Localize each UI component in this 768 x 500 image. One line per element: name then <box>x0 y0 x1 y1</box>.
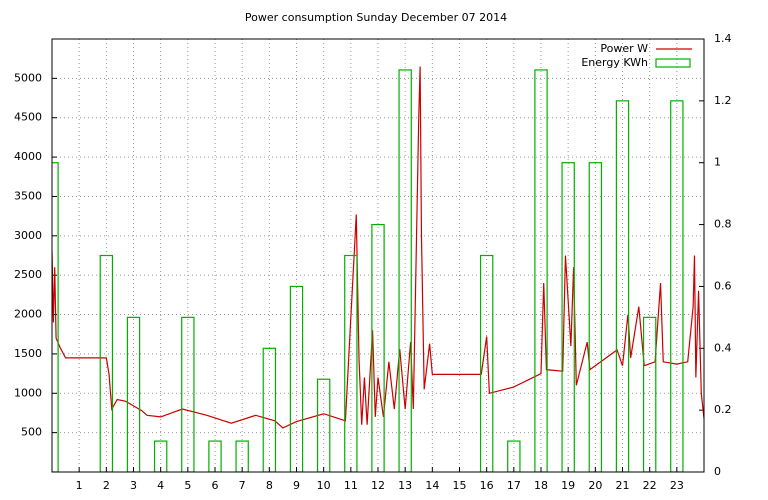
x-tick-label: 10 <box>317 479 331 492</box>
x-tick-label: 6 <box>212 479 219 492</box>
legend-swatch <box>655 58 691 68</box>
energy-bar <box>398 69 412 472</box>
x-tick-label: 12 <box>371 479 385 492</box>
y-tick-label: 3000 <box>14 229 42 242</box>
energy-bar <box>316 378 331 472</box>
x-tick-label: 13 <box>398 479 412 492</box>
energy-bar <box>153 440 168 472</box>
x-tick-label: 16 <box>480 479 494 492</box>
legend-label: Energy KWh <box>581 56 648 69</box>
x-tick-label: 14 <box>425 479 439 492</box>
energy-bar <box>670 100 684 472</box>
x-tick-label: 21 <box>616 479 630 492</box>
x-tick-label: 9 <box>293 479 300 492</box>
energy-bar <box>371 223 385 472</box>
x-tick-label: 8 <box>266 479 273 492</box>
x-tick-label: 20 <box>588 479 602 492</box>
y2-tick-label: 0.4 <box>714 341 732 354</box>
power-line <box>52 66 704 429</box>
x-tick-label: 22 <box>643 479 657 492</box>
x-tick-label: 19 <box>561 479 575 492</box>
y-tick-label: 4000 <box>14 150 42 163</box>
energy-bar <box>208 440 222 472</box>
x-tick-label: 4 <box>157 479 164 492</box>
y-tick-label: 500 <box>21 426 42 439</box>
chart-title: Power consumption Sunday December 07 201… <box>245 11 507 24</box>
energy-bar <box>344 254 358 472</box>
x-tick-label: 5 <box>184 479 191 492</box>
energy-bar <box>479 254 494 472</box>
energy-bar <box>642 316 657 472</box>
y-tick-label: 3500 <box>14 189 42 202</box>
energy-bar <box>235 440 249 472</box>
energy-bar <box>534 69 548 472</box>
y2-tick-label: 0.8 <box>714 218 732 231</box>
y-tick-label: 1000 <box>14 386 42 399</box>
energy-bar <box>262 347 277 472</box>
x-tick-label: 15 <box>453 479 467 492</box>
energy-bar <box>181 316 195 472</box>
y-tick-label: 4500 <box>14 111 42 124</box>
plot-area <box>52 66 704 472</box>
y2-tick-label: 0.2 <box>714 403 732 416</box>
energy-bar <box>126 316 141 472</box>
x-tick-label: 11 <box>344 479 358 492</box>
energy-bar <box>99 254 114 472</box>
x-tick-label: 2 <box>103 479 110 492</box>
y2-tick-label: 0 <box>714 465 721 478</box>
x-tick-label: 17 <box>507 479 521 492</box>
y2-tick-label: 1 <box>714 156 721 169</box>
y-tick-label: 1500 <box>14 347 42 360</box>
energy-bar <box>507 440 521 472</box>
x-tick-label: 7 <box>239 479 246 492</box>
x-tick-label: 23 <box>670 479 684 492</box>
legend-label: Power W <box>600 42 648 55</box>
x-tick-label: 3 <box>130 479 137 492</box>
x-tick-label: 18 <box>534 479 548 492</box>
y2-tick-label: 0.6 <box>714 279 732 292</box>
y2-tick-label: 1.4 <box>714 32 732 45</box>
y-tick-label: 2000 <box>14 308 42 321</box>
x-tick-label: 1 <box>76 479 83 492</box>
y-tick-label: 2500 <box>14 268 42 281</box>
plot-frame <box>51 38 705 473</box>
energy-bar <box>588 162 603 472</box>
y2-tick-label: 1.2 <box>714 94 732 107</box>
y-tick-label: 5000 <box>14 71 42 84</box>
energy-bar <box>615 100 630 472</box>
